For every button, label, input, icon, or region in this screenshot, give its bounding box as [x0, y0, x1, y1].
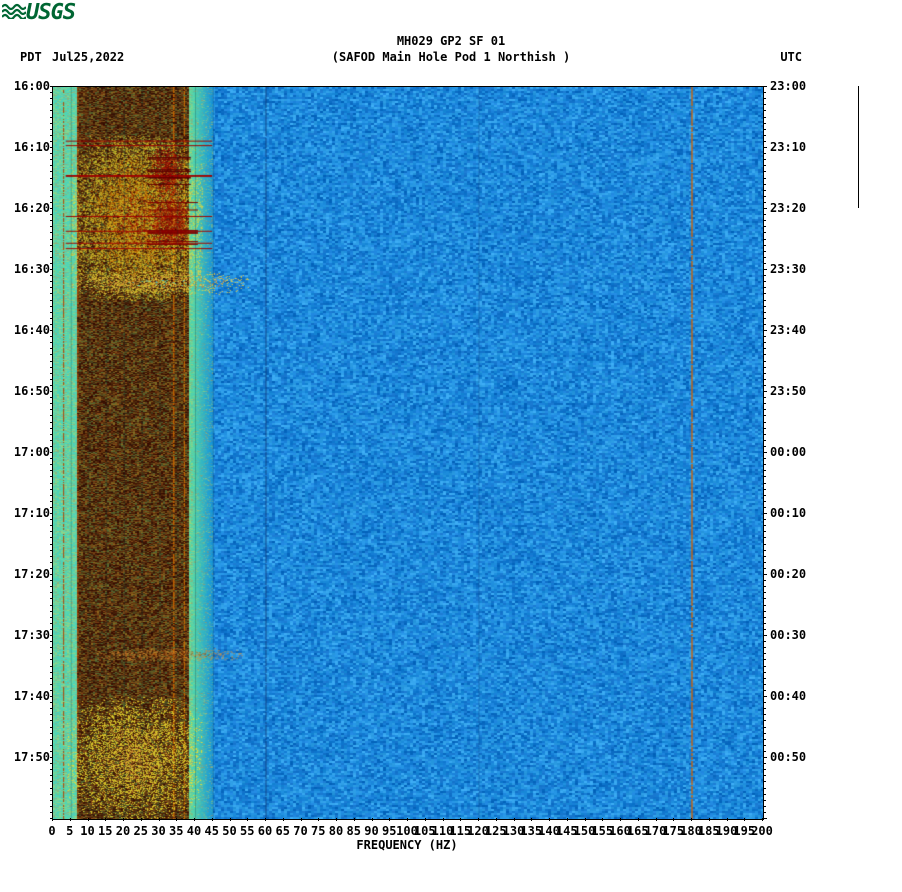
x-tick-label: 40	[187, 824, 201, 838]
y-left-tick-label: 17:50	[0, 750, 50, 764]
y-left-tick-label: 17:40	[0, 689, 50, 703]
y-left-tick-label: 16:50	[0, 384, 50, 398]
x-tick-label: 200	[751, 824, 773, 838]
y-right-tick-label: 23:10	[770, 140, 830, 154]
y-right-tick-label: 23:40	[770, 323, 830, 337]
chart-title: MH029 GP2 SF 01	[0, 34, 902, 48]
x-tick-label: 30	[151, 824, 165, 838]
x-tick-label: 65	[276, 824, 290, 838]
y-left-tick-label: 17:00	[0, 445, 50, 459]
y-right-tick-label: 23:20	[770, 201, 830, 215]
x-tick-label: 35	[169, 824, 183, 838]
y-right-tick-label: 23:50	[770, 384, 830, 398]
x-tick-label: 85	[347, 824, 361, 838]
usgs-logo: USGS	[2, 0, 75, 25]
x-tick-label: 20	[116, 824, 130, 838]
y-left-tick-label: 17:10	[0, 506, 50, 520]
y-right-tick-label: 00:50	[770, 750, 830, 764]
x-tick-label: 0	[48, 824, 55, 838]
x-tick-label: 45	[205, 824, 219, 838]
side-marker	[858, 86, 859, 208]
y-left-tick-label: 16:40	[0, 323, 50, 337]
y-right-tick-label: 00:00	[770, 445, 830, 459]
x-tick-label: 70	[293, 824, 307, 838]
y-right-tick-label: 00:40	[770, 689, 830, 703]
y-right-tick-label: 00:30	[770, 628, 830, 642]
y-left-tick-label: 16:20	[0, 201, 50, 215]
y-right-tick-label: 23:30	[770, 262, 830, 276]
x-tick-label: 50	[222, 824, 236, 838]
station-label: (SAFOD Main Hole Pod 1 Northish )	[0, 50, 902, 64]
right-tz-label: UTC	[780, 50, 802, 64]
x-tick-label: 55	[240, 824, 254, 838]
y-left-tick-label: 16:30	[0, 262, 50, 276]
x-tick-label: 15	[98, 824, 112, 838]
spectrogram-canvas	[53, 87, 763, 819]
y-axis-left: 16:0016:1016:2016:3016:4016:5017:0017:10…	[0, 86, 50, 818]
y-left-tick-label: 16:00	[0, 79, 50, 93]
y-right-tick-label: 23:00	[770, 79, 830, 93]
x-tick-label: 25	[134, 824, 148, 838]
x-tick-label: 75	[311, 824, 325, 838]
x-tick-label: 5	[66, 824, 73, 838]
usgs-text: USGS	[26, 0, 75, 25]
y-right-tick-label: 00:20	[770, 567, 830, 581]
wave-icon	[2, 1, 26, 19]
x-axis-label: FREQUENCY (HZ)	[52, 838, 762, 852]
spectrogram-plot	[52, 86, 764, 820]
x-tick-label: 60	[258, 824, 272, 838]
y-left-tick-label: 17:20	[0, 567, 50, 581]
x-tick-label: 95	[382, 824, 396, 838]
x-axis: 0510152025303540455055606570758085909510…	[52, 820, 762, 840]
y-left-tick-label: 16:10	[0, 140, 50, 154]
x-tick-label: 10	[80, 824, 94, 838]
y-right-tick-label: 00:10	[770, 506, 830, 520]
y-axis-right: 23:0023:1023:2023:3023:4023:5000:0000:10…	[770, 86, 830, 818]
x-tick-label: 90	[364, 824, 378, 838]
x-tick-label: 80	[329, 824, 343, 838]
y-left-tick-label: 17:30	[0, 628, 50, 642]
